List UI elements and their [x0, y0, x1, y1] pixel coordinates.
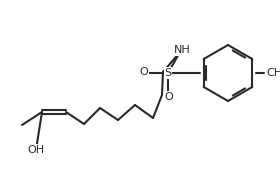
Text: NH: NH	[174, 45, 190, 55]
Text: O: O	[165, 92, 173, 102]
Text: CH₃: CH₃	[266, 68, 280, 78]
Text: OH: OH	[27, 145, 45, 155]
Text: S: S	[164, 68, 172, 78]
Text: O: O	[140, 67, 148, 77]
